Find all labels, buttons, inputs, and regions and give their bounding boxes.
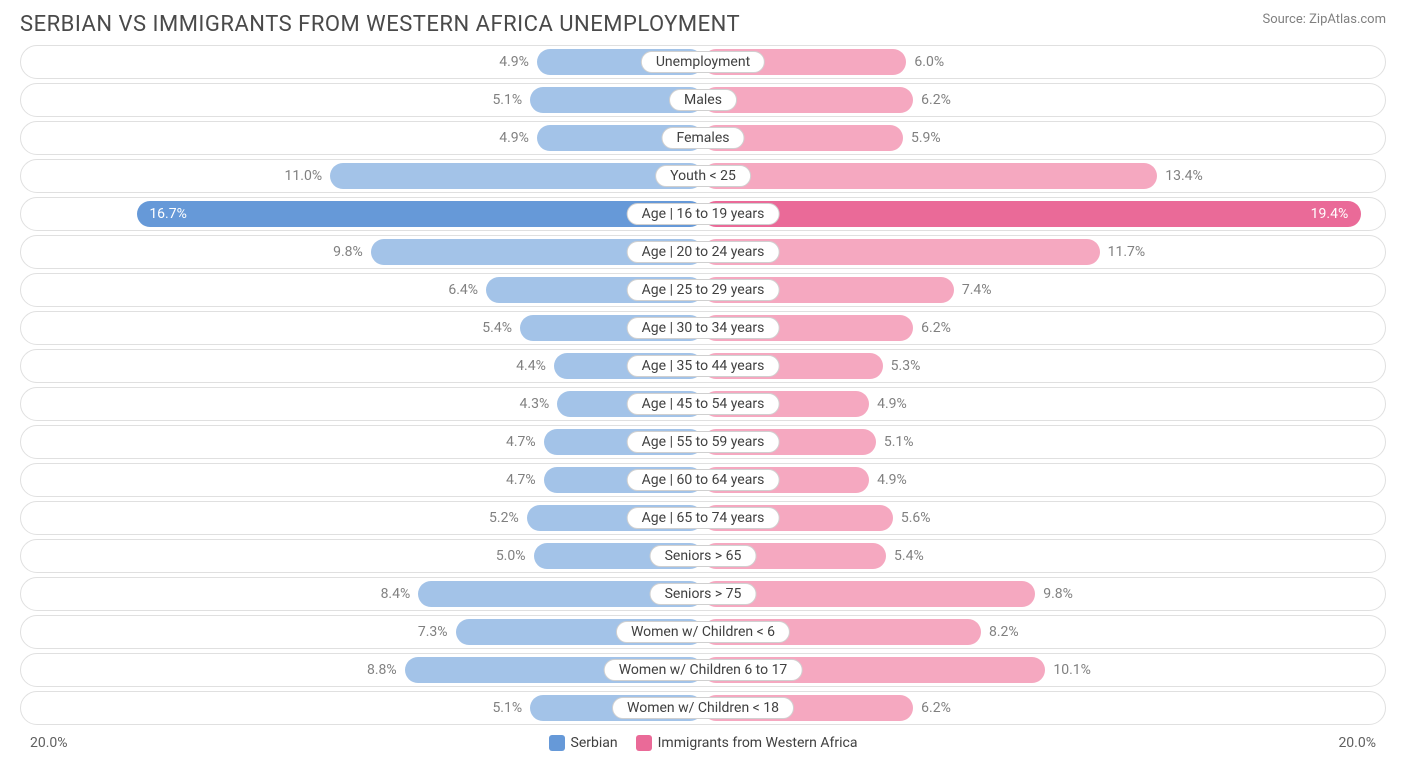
row-label: Age | 65 to 74 years — [627, 507, 780, 529]
row-label: Women w/ Children < 6 — [616, 621, 790, 643]
row-label: Seniors > 65 — [650, 545, 757, 567]
value-left: 9.8% — [333, 244, 363, 260]
chart-area: 4.9% 6.0% Unemployment 5.1% 6.2% Males 4.9% 5.9… — [0, 45, 1406, 725]
value-left: 16.7% — [149, 206, 187, 222]
chart-row: 6.4% 7.4% Age | 25 to 29 years — [20, 273, 1386, 307]
row-label: Women w/ Children < 18 — [612, 697, 794, 719]
row-label: Age | 20 to 24 years — [627, 241, 780, 263]
row-label: Age | 30 to 34 years — [627, 317, 780, 339]
value-right: 11.7% — [1108, 244, 1146, 260]
value-left: 5.2% — [489, 510, 519, 526]
chart-row: 4.3% 4.9% Age | 45 to 54 years — [20, 387, 1386, 421]
value-right: 6.2% — [921, 92, 951, 108]
value-right: 8.2% — [989, 624, 1019, 640]
value-right: 4.9% — [877, 396, 907, 412]
row-label: Age | 45 to 54 years — [627, 393, 780, 415]
value-right: 10.1% — [1053, 662, 1091, 678]
legend-item-left: Serbian — [549, 735, 618, 751]
row-label: Age | 60 to 64 years — [627, 469, 780, 491]
value-left: 4.7% — [506, 472, 536, 488]
value-right: 6.2% — [921, 320, 951, 336]
value-right: 4.9% — [877, 472, 907, 488]
axis-left-max: 20.0% — [30, 735, 68, 751]
chart-row: 11.0% 13.4% Youth < 25 — [20, 159, 1386, 193]
legend-swatch-right — [636, 735, 652, 751]
chart-row: 7.3% 8.2% Women w/ Children < 6 — [20, 615, 1386, 649]
chart-row: 9.8% 11.7% Age | 20 to 24 years — [20, 235, 1386, 269]
chart-header: SERBIAN VS IMMIGRANTS FROM WESTERN AFRIC… — [0, 0, 1406, 45]
value-left: 5.0% — [496, 548, 526, 564]
value-right: 5.4% — [894, 548, 924, 564]
value-right: 5.6% — [901, 510, 931, 526]
row-label: Unemployment — [641, 51, 765, 73]
row-label: Age | 16 to 19 years — [627, 203, 780, 225]
value-left: 6.4% — [448, 282, 478, 298]
row-label: Age | 35 to 44 years — [627, 355, 780, 377]
value-right: 6.0% — [914, 54, 944, 70]
value-left: 4.4% — [516, 358, 546, 374]
row-label: Women w/ Children 6 to 17 — [604, 659, 803, 681]
value-right: 13.4% — [1165, 168, 1203, 184]
value-left: 5.1% — [492, 92, 522, 108]
chart-row: 5.1% 6.2% Males — [20, 83, 1386, 117]
legend-label-left: Serbian — [571, 735, 618, 751]
axis-row: 20.0% Serbian Immigrants from Western Af… — [30, 735, 1376, 751]
value-left: 8.4% — [381, 586, 411, 602]
chart-row: 5.4% 6.2% Age | 30 to 34 years — [20, 311, 1386, 345]
legend-item-right: Immigrants from Western Africa — [636, 735, 858, 751]
bar-left — [330, 163, 703, 189]
chart-footer: 20.0% Serbian Immigrants from Western Af… — [0, 729, 1406, 751]
bar-left — [137, 201, 703, 227]
row-label: Youth < 25 — [655, 165, 751, 187]
chart-row: 4.7% 4.9% Age | 60 to 64 years — [20, 463, 1386, 497]
value-left: 5.4% — [482, 320, 512, 336]
chart-row: 5.0% 5.4% Seniors > 65 — [20, 539, 1386, 573]
legend-swatch-left — [549, 735, 565, 751]
value-right: 19.4% — [1311, 206, 1349, 222]
chart-row: 5.2% 5.6% Age | 65 to 74 years — [20, 501, 1386, 535]
value-left: 4.9% — [499, 54, 529, 70]
value-left: 11.0% — [285, 168, 323, 184]
value-left: 4.7% — [506, 434, 536, 450]
value-right: 5.3% — [891, 358, 921, 374]
row-label: Age | 25 to 29 years — [627, 279, 780, 301]
legend: Serbian Immigrants from Western Africa — [549, 735, 858, 751]
row-label: Age | 55 to 59 years — [627, 431, 780, 453]
value-left: 4.3% — [520, 396, 550, 412]
chart-title: SERBIAN VS IMMIGRANTS FROM WESTERN AFRIC… — [20, 12, 740, 37]
value-right: 7.4% — [962, 282, 992, 298]
value-left: 4.9% — [499, 130, 529, 146]
value-right: 6.2% — [921, 700, 951, 716]
axis-right-max: 20.0% — [1338, 735, 1376, 751]
chart-row: 8.8% 10.1% Women w/ Children 6 to 17 — [20, 653, 1386, 687]
value-left: 8.8% — [367, 662, 397, 678]
value-right: 5.1% — [884, 434, 914, 450]
value-right: 9.8% — [1043, 586, 1073, 602]
legend-label-right: Immigrants from Western Africa — [658, 735, 858, 751]
row-label: Seniors > 75 — [650, 583, 757, 605]
chart-source: Source: ZipAtlas.com — [1262, 12, 1386, 27]
chart-row: 4.7% 5.1% Age | 55 to 59 years — [20, 425, 1386, 459]
chart-row: 5.1% 6.2% Women w/ Children < 18 — [20, 691, 1386, 725]
chart-row: 4.9% 5.9% Females — [20, 121, 1386, 155]
row-label: Females — [662, 127, 745, 149]
value-right: 5.9% — [911, 130, 941, 146]
value-left: 5.1% — [492, 700, 522, 716]
chart-row: 16.7% 19.4% Age | 16 to 19 years — [20, 197, 1386, 231]
chart-row: 4.9% 6.0% Unemployment — [20, 45, 1386, 79]
row-label: Males — [669, 89, 737, 111]
bar-right — [703, 201, 1361, 227]
chart-row: 8.4% 9.8% Seniors > 75 — [20, 577, 1386, 611]
chart-row: 4.4% 5.3% Age | 35 to 44 years — [20, 349, 1386, 383]
bar-right — [703, 163, 1157, 189]
value-left: 7.3% — [418, 624, 448, 640]
